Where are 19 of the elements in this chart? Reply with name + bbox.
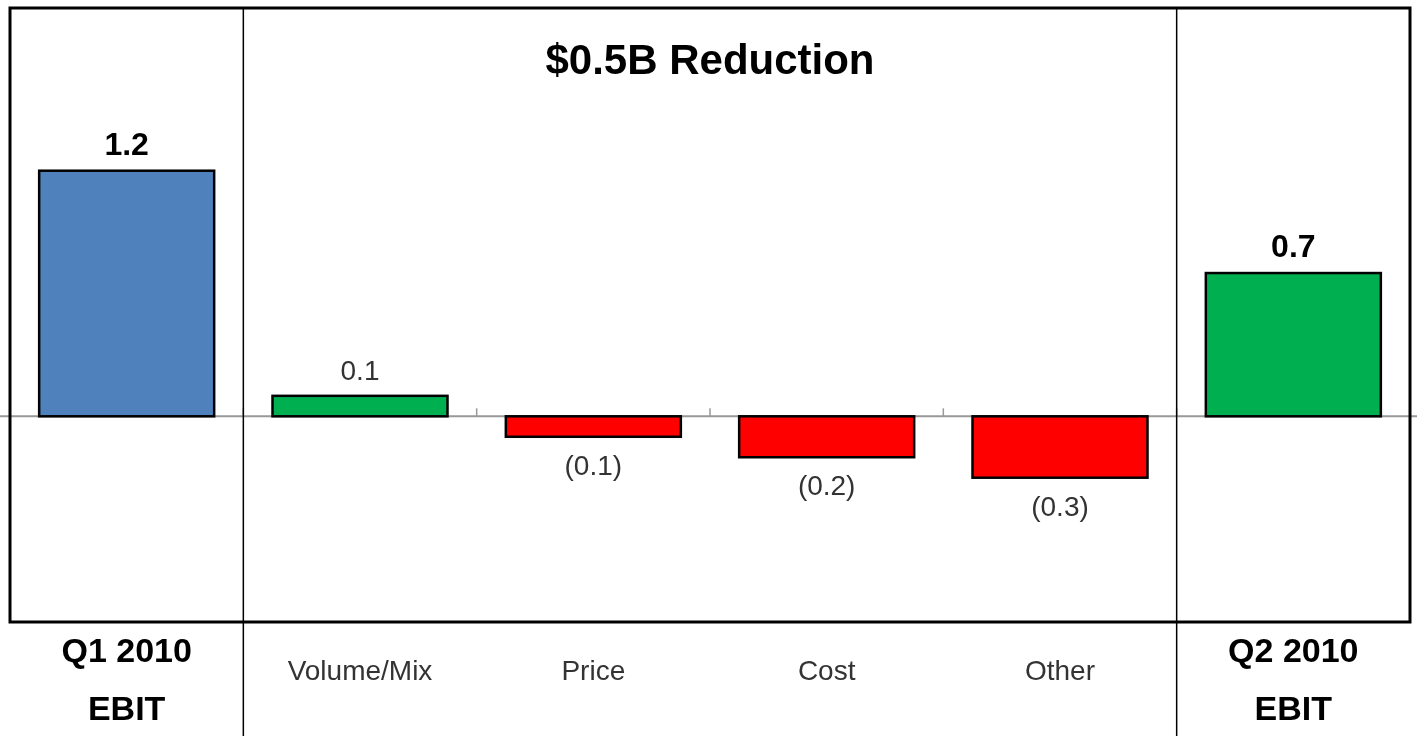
data-label: 0.7 xyxy=(1271,228,1316,265)
x-tick-label: Cost xyxy=(797,655,856,686)
x-tick-label: Other xyxy=(1024,655,1096,686)
bar xyxy=(1204,271,1383,418)
x-tick-label: Q2 2010 EBIT xyxy=(1228,631,1359,727)
bar xyxy=(504,415,683,439)
x-tick-label: Price xyxy=(561,655,626,686)
bar xyxy=(971,415,1149,479)
x-tick-label: Volume/Mix xyxy=(287,655,433,686)
x-tick-label: Q1 2010 EBIT xyxy=(61,631,192,727)
chart-title: $0.5B Reduction xyxy=(545,36,875,83)
bar xyxy=(737,415,916,459)
data-label: (0.2) xyxy=(797,470,856,502)
data-label: (0.1) xyxy=(564,449,623,481)
bar xyxy=(37,169,216,418)
data-label: 0.1 xyxy=(340,354,380,386)
data-label: (0.3) xyxy=(1031,490,1089,522)
bar xyxy=(271,394,449,418)
data-label: 1.2 xyxy=(104,125,149,162)
